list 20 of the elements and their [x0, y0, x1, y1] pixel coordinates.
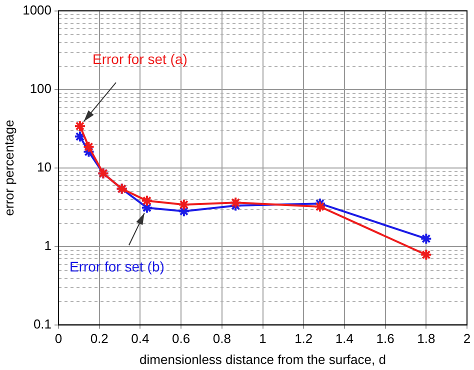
y-tick-label: 100: [30, 80, 52, 96]
x-tick-label: 1: [259, 331, 266, 346]
x-tick-label: 0.8: [212, 331, 231, 346]
x-tick-label: 1.4: [335, 331, 354, 346]
annotation: Error for set (b): [70, 258, 164, 275]
y-tick-label: 0.1: [33, 316, 52, 332]
annotation: Error for set (a): [92, 50, 188, 67]
y-tick-label: 10: [37, 159, 52, 174]
y-tick-label: 1000: [22, 2, 52, 18]
x-tick-label: 1.2: [294, 331, 313, 346]
x-tick-label: 0.6: [172, 331, 190, 346]
x-axis-title: dimensionless distance from the surface, d: [140, 352, 386, 367]
x-tick-label: 2: [463, 331, 471, 346]
y-tick-label: 1: [44, 238, 52, 253]
x-tick-label: 0.2: [90, 331, 108, 346]
x-tick-label: 0: [54, 331, 62, 346]
y-axis-title: error percentage: [1, 120, 16, 216]
x-tick-label: 0.4: [131, 331, 150, 346]
x-tick-label: 1.6: [376, 331, 394, 346]
x-tick-label: 1.8: [417, 331, 436, 346]
